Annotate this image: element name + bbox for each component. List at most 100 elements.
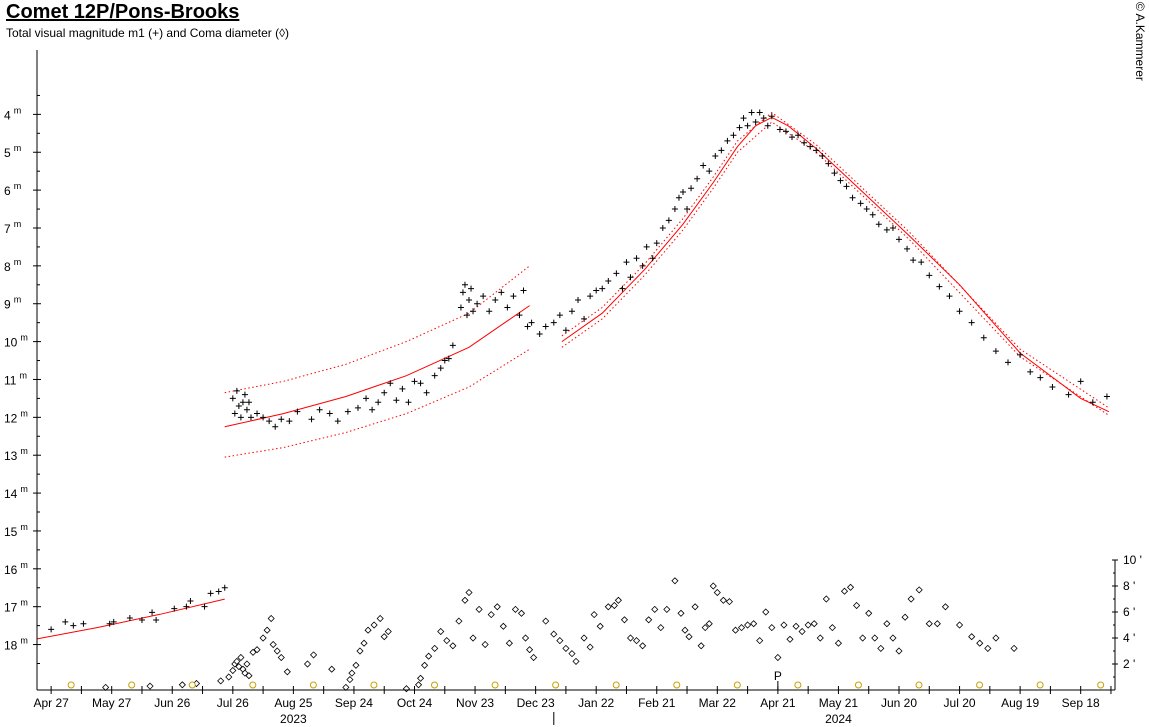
full-moon-icon: [673, 681, 681, 689]
magnitude-point: [744, 122, 751, 129]
coma-point: [421, 661, 429, 669]
magnitude-point: [633, 255, 640, 262]
coma-point: [233, 657, 241, 665]
coma-point: [701, 624, 709, 632]
year-label: 2024: [825, 712, 852, 726]
magnitude-unit: m: [20, 484, 28, 494]
full-moon-icon: [309, 681, 317, 689]
x-tick-label: Jul 20: [944, 696, 976, 710]
coma-point: [481, 640, 489, 649]
x-tick-label: Sep 24: [335, 696, 373, 710]
magnitude-point: [110, 618, 117, 625]
magnitude-point: [730, 132, 737, 139]
magnitude-unit: m: [14, 219, 22, 229]
magnitude-point: [1037, 374, 1044, 381]
magnitude-point: [316, 406, 323, 413]
magnitude-point: [510, 293, 517, 300]
magnitude-unit: m: [14, 257, 22, 267]
magnitude-point: [463, 312, 470, 319]
magnitude-point: [528, 319, 535, 326]
magnitude-unit: m: [20, 560, 28, 570]
coma-point: [984, 644, 992, 652]
magnitude-point: [550, 319, 557, 326]
magnitude-point: [344, 408, 351, 415]
coma-point: [810, 620, 818, 628]
magnitude-point: [643, 243, 650, 250]
magnitude-point: [294, 408, 301, 415]
coma-point: [828, 624, 836, 632]
coma-point: [269, 640, 277, 649]
magnitude-point: [449, 342, 456, 349]
full-moon-icon: [1036, 681, 1044, 689]
magnitude-point: [946, 293, 953, 300]
magnitude-point: [62, 618, 69, 625]
magnitude-unit: m: [14, 181, 22, 191]
magnitude-point: [441, 357, 448, 364]
magnitude-point: [221, 584, 228, 591]
magnitude-point: [229, 395, 236, 402]
x-tick-label: Jul 26: [217, 696, 249, 710]
magnitude-tick-label: 18 m: [4, 636, 28, 653]
x-tick-label: Jan 22: [578, 696, 614, 710]
fit-curve: [224, 305, 530, 428]
magnitude-unit: m: [14, 295, 22, 305]
full-moon-icon: [67, 681, 75, 689]
coma-point: [346, 676, 354, 684]
magnitude-point: [431, 372, 438, 379]
coma-point: [614, 596, 622, 604]
magnitude-point: [445, 355, 452, 362]
chart-subtitle: Total visual magnitude m1 (+) and Coma d…: [6, 26, 290, 40]
coma-point: [511, 605, 520, 613]
magnitude-point: [524, 323, 531, 330]
magnitude-point: [613, 270, 620, 277]
magnitude-point: [849, 194, 856, 201]
magnitude-point: [254, 410, 261, 417]
magnitude-point: [918, 259, 925, 266]
magnitude-point: [724, 137, 731, 144]
coma-point: [461, 596, 469, 604]
magnitude-tick-label: 15 m: [4, 522, 28, 539]
x-tick-label: May 21: [819, 696, 859, 710]
fit-curve: [224, 348, 530, 458]
year-label: 2023: [280, 712, 307, 726]
magnitude-point: [215, 588, 222, 595]
magnitude-unit: m: [19, 370, 27, 380]
coma-point: [360, 639, 368, 647]
magnitude-unit: m: [20, 636, 28, 646]
coma-point: [725, 598, 733, 606]
chart-title: Comet 12P/Pons-Brooks: [6, 1, 240, 23]
magnitude-point: [1027, 368, 1034, 375]
x-tick-label: Nov 23: [456, 696, 494, 710]
magnitude-point: [492, 296, 499, 303]
coma-point: [632, 637, 641, 645]
magnitude-point: [411, 378, 418, 385]
magnitude-point: [405, 399, 412, 406]
coma-point: [235, 663, 243, 671]
magnitude-point: [183, 603, 190, 610]
coma-point: [505, 639, 513, 647]
magnitude-point: [286, 418, 293, 425]
magnitude-point: [423, 389, 430, 396]
magnitude-point: [659, 224, 666, 231]
x-tick-label: Dec 23: [517, 696, 555, 710]
magnitude-point: [819, 153, 826, 160]
magnitude-point: [201, 603, 208, 610]
full-moon-icon: [1097, 681, 1105, 689]
magnitude-point: [241, 391, 248, 398]
full-moon-icon: [249, 681, 257, 689]
magnitude-point: [231, 410, 238, 417]
magnitude-point: [807, 143, 814, 150]
coma-point: [883, 620, 891, 628]
coma-point: [416, 674, 425, 682]
magnitude-point: [520, 287, 527, 294]
coma-point: [217, 677, 225, 685]
magnitude-unit: m: [14, 105, 22, 115]
coma-point: [596, 622, 604, 630]
coma-point: [915, 586, 923, 594]
magnitude-point: [831, 170, 838, 177]
coma-point: [955, 621, 964, 629]
fit-curve: [36, 598, 225, 640]
